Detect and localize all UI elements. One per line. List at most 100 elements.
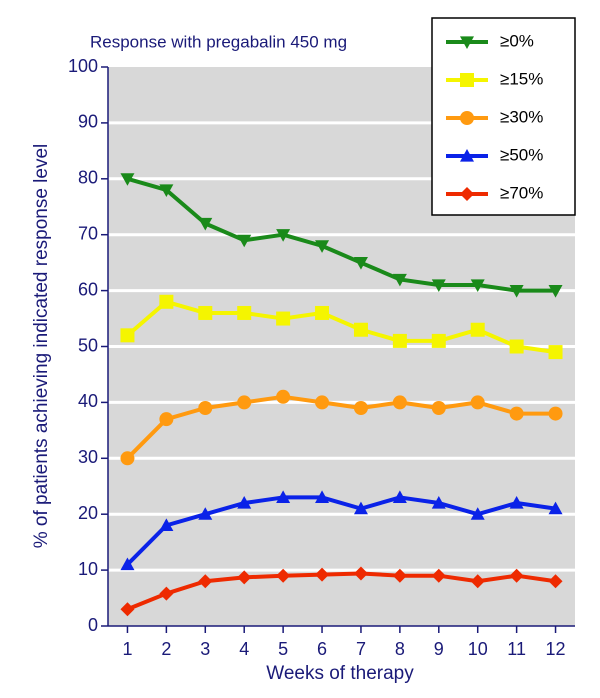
marker	[353, 322, 368, 337]
marker	[509, 285, 524, 298]
marker	[159, 184, 174, 197]
x-tick-label: 6	[317, 639, 327, 659]
x-tick-label: 12	[546, 639, 566, 659]
legend-label: ≥30%	[500, 107, 543, 126]
x-tick-label: 8	[395, 639, 405, 659]
marker	[470, 322, 485, 337]
marker	[392, 395, 407, 410]
marker	[470, 507, 485, 520]
legend-marker	[460, 111, 474, 125]
x-tick-label: 2	[161, 639, 171, 659]
series-line	[126, 495, 556, 566]
marker	[237, 234, 252, 248]
marker	[276, 229, 291, 242]
legend: ≥0% ≥15% ≥30% ≥50% ≥70%	[431, 17, 576, 216]
y-tick-label: 30	[78, 447, 98, 467]
x-tick-label: 7	[356, 639, 366, 659]
marker	[276, 490, 291, 504]
marker	[315, 395, 330, 410]
marker	[509, 568, 524, 583]
marker	[548, 285, 563, 298]
chart-title: Response with pregabalin 450 mg	[90, 32, 347, 51]
marker	[276, 311, 291, 326]
marker	[120, 602, 135, 617]
marker	[237, 570, 252, 585]
x-tick-label: 3	[200, 639, 210, 659]
marker	[159, 518, 174, 531]
y-axis-label: % of patients achieving indicated respon…	[31, 144, 52, 549]
marker	[548, 574, 563, 589]
marker	[353, 501, 368, 515]
marker	[159, 294, 174, 309]
marker	[120, 557, 135, 571]
legend-label: ≥70%	[500, 183, 543, 202]
x-tick-label: 10	[468, 639, 488, 659]
marker	[470, 574, 485, 589]
marker	[509, 339, 524, 354]
legend-label: ≥15%	[500, 69, 543, 88]
marker	[353, 566, 368, 581]
marker	[237, 395, 252, 410]
series-line	[126, 571, 556, 612]
legend-label: ≥50%	[500, 145, 543, 164]
legend-marker	[460, 149, 474, 162]
marker	[198, 217, 213, 231]
marker	[276, 389, 291, 404]
y-tick-label: 90	[78, 112, 98, 132]
x-tick-label: 1	[122, 639, 132, 659]
marker	[315, 567, 330, 582]
marker	[392, 333, 407, 348]
legend-marker	[460, 187, 474, 201]
marker	[470, 395, 485, 410]
y-tick-label: 80	[78, 168, 98, 188]
marker	[159, 412, 174, 427]
y-tick-label: 10	[78, 559, 98, 579]
legend-marker	[460, 73, 474, 87]
marker	[353, 257, 368, 270]
legend-marker	[460, 36, 474, 49]
marker	[392, 273, 407, 287]
y-tick-label: 60	[78, 279, 98, 299]
marker	[431, 496, 446, 509]
x-tick-label: 9	[434, 639, 444, 659]
marker	[237, 496, 252, 509]
y-tick-label: 70	[78, 223, 98, 243]
y-tick-label: 40	[78, 391, 98, 411]
marker	[431, 568, 446, 583]
marker	[431, 279, 446, 293]
marker	[509, 496, 524, 509]
x-tick-label: 4	[239, 639, 249, 659]
marker	[120, 173, 135, 186]
marker	[392, 490, 407, 504]
marker	[315, 240, 330, 253]
marker	[315, 490, 330, 504]
marker	[470, 279, 485, 293]
legend-label: ≥0%	[500, 31, 534, 50]
marker	[198, 574, 213, 589]
marker	[431, 400, 446, 415]
marker	[198, 507, 213, 520]
y-tick-label: 50	[78, 335, 98, 355]
marker	[159, 586, 174, 601]
marker	[237, 305, 252, 320]
marker	[198, 305, 213, 320]
y-tick-label: 20	[78, 503, 98, 523]
y-tick-label: 100	[68, 56, 98, 76]
marker	[548, 345, 563, 360]
marker	[548, 501, 563, 515]
marker	[431, 333, 446, 348]
marker	[198, 400, 213, 415]
x-tick-label: 5	[278, 639, 288, 659]
x-tick-label: 11	[507, 639, 526, 659]
marker	[276, 568, 291, 583]
marker	[120, 451, 135, 466]
marker	[353, 400, 368, 415]
marker	[548, 406, 563, 421]
x-axis-label: Weeks of therapy	[266, 663, 414, 684]
marker	[509, 406, 524, 421]
marker	[392, 568, 407, 583]
y-tick-label: 0	[88, 615, 98, 635]
marker	[120, 328, 135, 343]
marker	[315, 305, 330, 320]
